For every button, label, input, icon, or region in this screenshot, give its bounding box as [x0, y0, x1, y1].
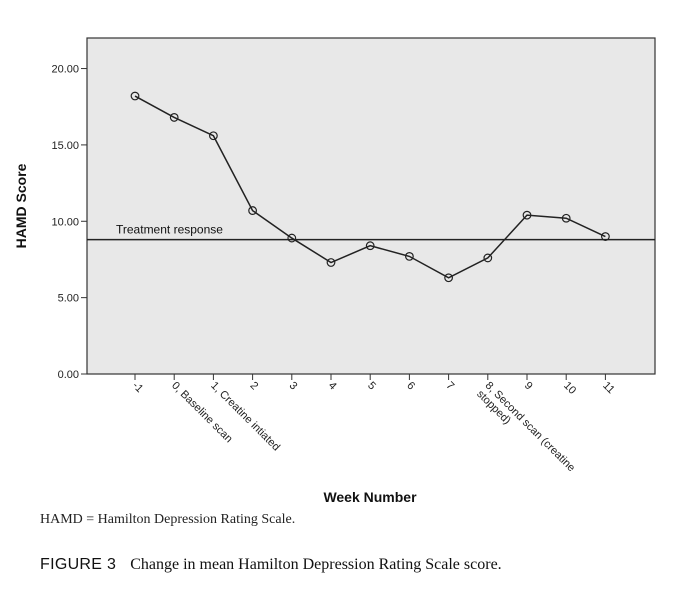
x-tick-label: 8, Second scan (creatinestopped): [474, 380, 577, 483]
y-tick-label: 5.00: [58, 293, 79, 305]
x-tick-label: 11: [600, 380, 617, 397]
y-tick-label: 15.00: [51, 140, 79, 152]
data-point: [248, 206, 258, 215]
x-tick-label: 6: [404, 380, 417, 393]
data-point: [326, 258, 336, 267]
data-point: [405, 251, 414, 261]
data-point: [561, 213, 571, 223]
x-tick-label: -1: [130, 380, 145, 395]
figure-label: FIGURE 3: [40, 556, 117, 573]
data-series: [130, 91, 610, 283]
x-tick-label: 10: [561, 380, 578, 397]
y-axis-title: HAMD Score: [13, 163, 29, 248]
x-tick-label: 2: [247, 380, 260, 393]
data-point: [522, 210, 532, 220]
treatment-response-reference: Treatment response: [87, 223, 655, 241]
x-tick-label: 7: [443, 380, 456, 393]
data-point: [130, 91, 140, 101]
footnote: HAMD = Hamilton Depression Rating Scale.: [40, 512, 296, 527]
y-axis: 0.00 5.00 10.00 15.00 20.00: [51, 64, 87, 381]
x-tick-label: 3: [287, 380, 300, 393]
y-tick-label: 0.00: [58, 369, 79, 381]
x-tick-label: 5: [365, 380, 378, 393]
x-axis-title: Week Number: [323, 489, 417, 505]
data-point: [208, 131, 218, 141]
figure-caption: FIGURE 3 Change in mean Hamilton Depressi…: [40, 556, 502, 574]
x-tick-label: 1, Creatine intiated: [208, 380, 282, 454]
x-tick-label: 9: [522, 380, 535, 393]
caption-text: Change in mean Hamilton Depression Ratin…: [130, 556, 502, 573]
data-point: [365, 241, 375, 251]
data-point: [169, 113, 179, 122]
x-tick-label: 4: [326, 380, 339, 393]
data-point: [287, 233, 297, 243]
y-tick-label: 10.00: [51, 216, 79, 228]
series-line: [134, 95, 606, 279]
plot-area: [86, 37, 656, 375]
y-tick-label: 20.00: [51, 64, 79, 76]
data-point: [601, 232, 610, 241]
data-point: [444, 273, 454, 283]
reference-line-label: Treatment response: [116, 223, 223, 237]
data-point: [483, 253, 493, 263]
